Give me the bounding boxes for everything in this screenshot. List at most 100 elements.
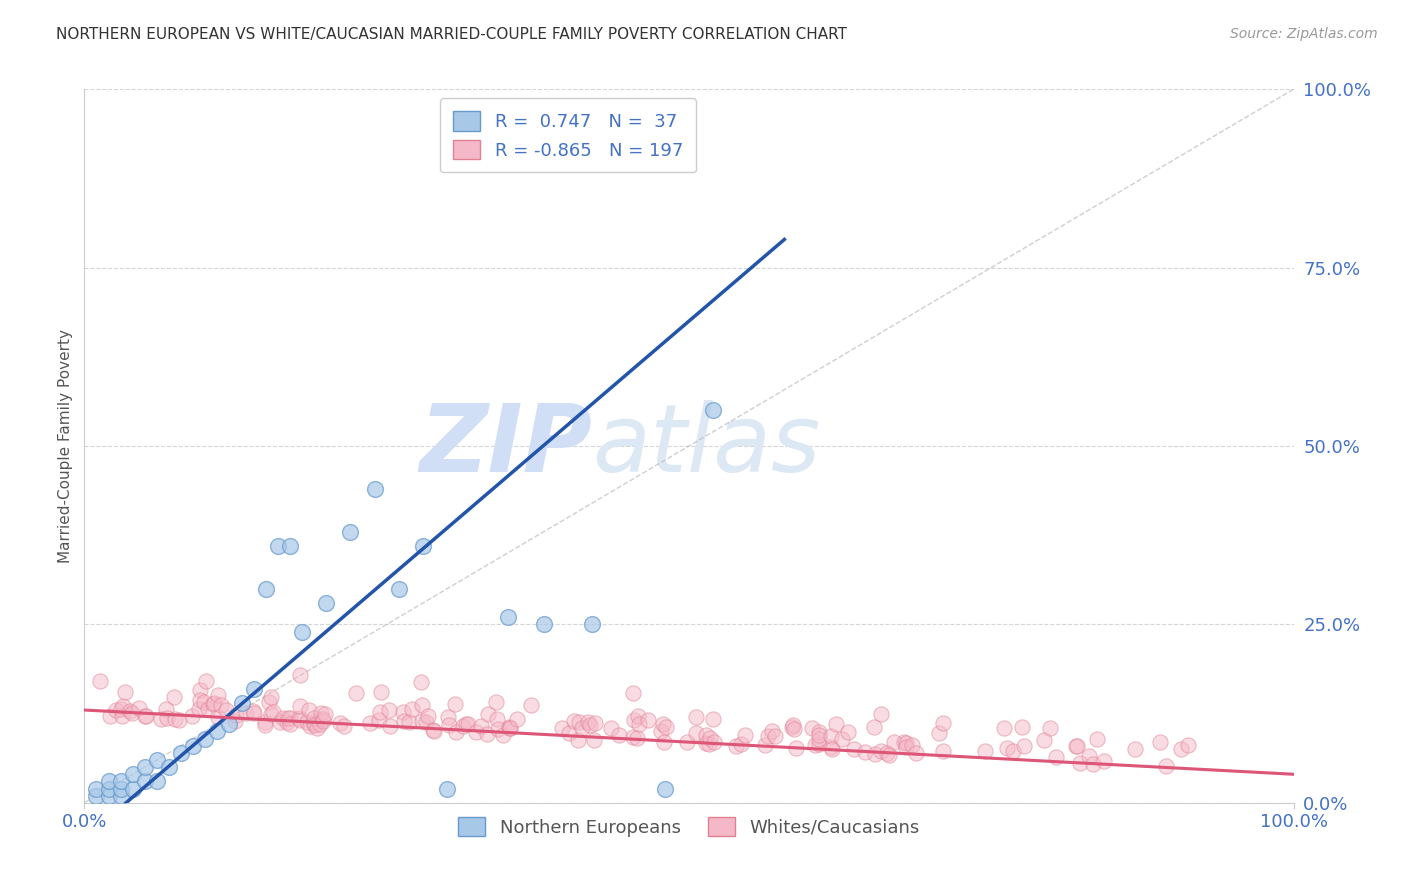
Point — [297, 714, 319, 729]
Point — [411, 714, 433, 728]
Point — [1002, 744, 1025, 758]
Point — [1045, 750, 1067, 764]
Point — [783, 722, 806, 736]
Point — [894, 736, 917, 750]
Point — [411, 698, 433, 712]
Point — [187, 702, 209, 716]
Point — [699, 738, 721, 752]
Point — [465, 725, 488, 739]
Point — [607, 728, 630, 742]
Point — [135, 708, 157, 723]
Point — [302, 711, 325, 725]
Point — [870, 706, 893, 721]
Point — [863, 720, 886, 734]
Point — [370, 685, 392, 699]
Text: ZIP: ZIP — [419, 400, 592, 492]
Point — [505, 712, 527, 726]
Point — [288, 711, 311, 725]
Point — [398, 714, 420, 729]
Point — [86, 781, 108, 796]
Point — [1149, 734, 1171, 748]
Point — [298, 703, 321, 717]
Point — [307, 721, 329, 735]
Point — [254, 582, 277, 596]
Point — [422, 723, 444, 738]
Point — [782, 717, 804, 731]
Point — [485, 712, 508, 726]
Point — [780, 720, 803, 734]
Point — [600, 721, 623, 735]
Point — [97, 781, 120, 796]
Point — [339, 524, 361, 539]
Point — [121, 706, 143, 721]
Point — [104, 703, 127, 717]
Point — [808, 731, 831, 746]
Point — [121, 767, 143, 781]
Point — [567, 733, 589, 747]
Point — [134, 708, 156, 723]
Point — [446, 725, 468, 739]
Point — [654, 720, 676, 734]
Point — [1039, 721, 1062, 735]
Point — [583, 732, 606, 747]
Point — [579, 717, 602, 731]
Point — [197, 701, 219, 715]
Point — [97, 789, 120, 803]
Point — [193, 695, 215, 709]
Point — [844, 742, 866, 756]
Y-axis label: Married-Couple Family Poverty: Married-Couple Family Poverty — [58, 329, 73, 563]
Point — [436, 710, 458, 724]
Point — [623, 731, 645, 745]
Point — [1011, 720, 1033, 734]
Point — [253, 714, 276, 729]
Point — [195, 674, 218, 689]
Point — [904, 746, 927, 760]
Point — [807, 724, 830, 739]
Point — [754, 738, 776, 752]
Point — [654, 781, 676, 796]
Point — [155, 702, 177, 716]
Point — [202, 698, 225, 712]
Point — [499, 721, 522, 735]
Point — [224, 714, 246, 728]
Text: atlas: atlas — [592, 401, 821, 491]
Point — [695, 729, 717, 743]
Point — [134, 760, 156, 774]
Point — [685, 709, 707, 723]
Point — [231, 696, 253, 710]
Point — [1078, 749, 1101, 764]
Point — [652, 716, 675, 731]
Point — [97, 774, 120, 789]
Point — [853, 745, 876, 759]
Point — [312, 712, 335, 726]
Point — [1087, 731, 1109, 746]
Point — [170, 746, 193, 760]
Point — [359, 716, 381, 731]
Point — [181, 739, 204, 753]
Point — [877, 747, 900, 762]
Point — [333, 719, 356, 733]
Point — [997, 740, 1019, 755]
Point — [377, 703, 399, 717]
Point — [110, 789, 132, 803]
Point — [262, 705, 284, 719]
Point — [756, 729, 779, 743]
Point — [894, 740, 917, 755]
Point — [209, 698, 232, 713]
Point — [412, 539, 434, 553]
Point — [260, 706, 283, 721]
Point — [581, 617, 603, 632]
Point — [111, 698, 134, 713]
Point — [257, 695, 280, 709]
Point — [416, 709, 439, 723]
Point — [98, 708, 121, 723]
Point — [1092, 755, 1115, 769]
Point — [194, 731, 217, 746]
Text: NORTHERN EUROPEAN VS WHITE/CAUCASIAN MARRIED-COUPLE FAMILY POVERTY CORRELATION C: NORTHERN EUROPEAN VS WHITE/CAUCASIAN MAR… — [56, 27, 848, 42]
Point — [260, 690, 283, 704]
Point — [627, 709, 650, 723]
Point — [499, 721, 522, 735]
Point — [267, 539, 290, 553]
Point — [309, 716, 332, 731]
Point — [571, 722, 593, 736]
